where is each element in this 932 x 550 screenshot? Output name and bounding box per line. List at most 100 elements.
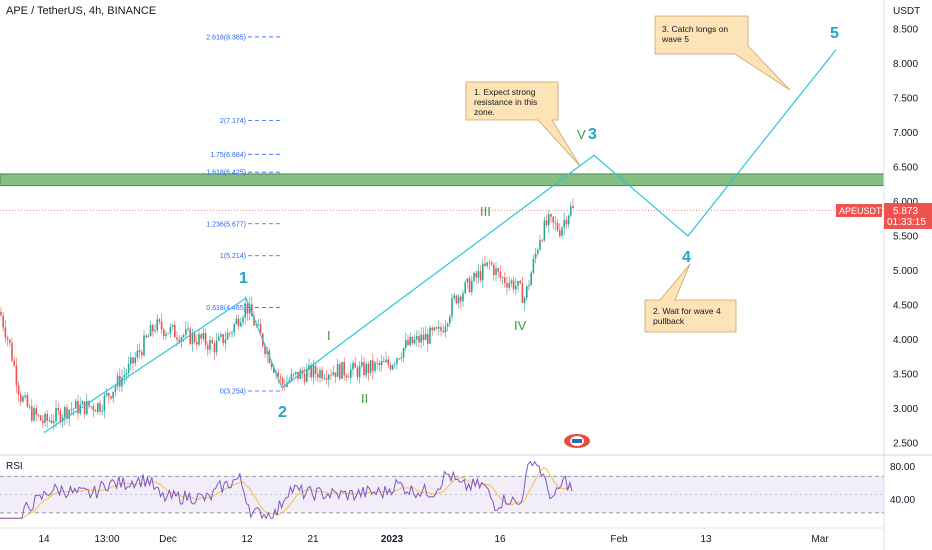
time-tick-label: 2023 — [381, 534, 404, 545]
candle-body — [202, 333, 205, 339]
rsi-tick-40: 40.00 — [890, 495, 915, 506]
price-badge: APEUSDT 5.873 01:33:15 — [836, 203, 932, 229]
candle-body — [0, 311, 2, 316]
candle-body — [255, 324, 257, 326]
candle-body — [72, 408, 75, 410]
candle-body — [81, 401, 84, 405]
candle-body — [323, 378, 326, 380]
time-tick-label: Feb — [610, 534, 628, 545]
price-tick-label: 6.000 — [893, 197, 918, 208]
callout-wave4[interactable]: 2. Wait for wave 4 pullback — [644, 263, 737, 333]
fib-label: 0(3.254) — [220, 388, 246, 395]
candle-body — [440, 327, 442, 331]
candle-body — [358, 366, 361, 377]
candle-body — [226, 332, 229, 340]
candle-body — [288, 380, 290, 383]
callout-wave5-line2: wave 5 — [661, 34, 689, 44]
candle-body — [270, 363, 273, 368]
candle-body — [105, 392, 108, 396]
candle-body — [141, 352, 143, 356]
candle-body — [343, 361, 345, 376]
candle-body — [310, 364, 312, 378]
candle-body — [545, 220, 548, 226]
elliott-projection-line[interactable] — [281, 49, 837, 389]
candle-body — [550, 214, 552, 217]
price-tick-label: 8.000 — [893, 59, 918, 70]
candle-body — [110, 396, 112, 399]
candle-body — [119, 375, 121, 387]
candle-body — [213, 343, 216, 353]
callout-resistance-line2: resistance in this — [474, 97, 537, 107]
candle-body — [446, 323, 449, 327]
callout-wave5[interactable]: 3. Catch longs on wave 5 — [654, 15, 791, 91]
candle-body — [512, 280, 515, 290]
candle-body — [273, 367, 275, 373]
candle-body — [493, 264, 495, 276]
candle-body — [53, 421, 55, 423]
candle-body — [473, 272, 475, 282]
fib-label: 1.75(6.684) — [210, 152, 246, 159]
candle-body — [193, 333, 196, 342]
time-tick-label: 16 — [494, 534, 506, 545]
candle-body — [6, 337, 9, 340]
candle-body — [191, 333, 194, 344]
time-tick-label: 12 — [241, 534, 253, 545]
candle-body — [319, 370, 321, 378]
candle-body — [369, 360, 372, 373]
wave-label-1: 1 — [239, 270, 248, 287]
candle-body — [413, 339, 416, 344]
candle-body — [442, 330, 444, 333]
candle-body — [345, 375, 348, 378]
price-tick-label: 3.000 — [893, 404, 918, 415]
candle-body — [418, 335, 420, 343]
candle-body — [497, 268, 499, 272]
price-tick-label: 7.000 — [893, 128, 918, 139]
candle-body — [114, 386, 117, 392]
candle-body — [567, 215, 570, 225]
fib-label: 1.618(6.425) — [206, 170, 246, 177]
candle-body — [169, 326, 172, 334]
candle-body — [281, 377, 284, 385]
candle-body — [488, 262, 491, 263]
candle-body — [187, 328, 189, 330]
candle-body — [13, 360, 15, 366]
candle-body — [376, 362, 378, 364]
candle-body — [462, 293, 464, 302]
candle-body — [103, 395, 106, 411]
candle-body — [372, 360, 374, 371]
candle-body — [165, 333, 167, 336]
candle-body — [90, 406, 92, 408]
candle-body — [59, 410, 62, 422]
candle-body — [541, 240, 543, 241]
wave-label-2: 2 — [278, 404, 287, 421]
price-axis-unit: USDT — [893, 6, 920, 17]
candle-body — [9, 339, 11, 343]
earnings-flag-icon[interactable] — [564, 434, 590, 448]
candle-body — [317, 373, 319, 378]
candle-body — [515, 285, 517, 290]
candle-body — [83, 401, 86, 415]
candle-body — [457, 296, 460, 304]
candle-body — [482, 263, 484, 281]
candle-body — [125, 373, 128, 376]
candle-body — [361, 362, 363, 367]
candle-body — [552, 216, 554, 223]
price-tick-label: 8.500 — [893, 25, 918, 36]
candle-body — [528, 285, 530, 287]
candle-body — [77, 400, 79, 414]
candle-body — [136, 350, 139, 358]
candle-body — [354, 362, 356, 368]
candle-body — [455, 295, 458, 304]
candle-body — [244, 303, 246, 318]
candle-body — [108, 392, 110, 397]
candle-body — [94, 410, 97, 412]
wave-label-III: III — [480, 204, 491, 219]
candle-body — [321, 370, 323, 379]
callout-resistance[interactable]: 1. Expect strong resistance in this zone… — [465, 81, 581, 167]
candle-body — [312, 365, 315, 378]
candle-body — [471, 281, 473, 293]
candle-body — [222, 334, 224, 344]
price-axis-ticks: 8.500 8.000 7.500 7.000 6.500 6.000 5.500 5.000… — [893, 25, 918, 450]
candle-body — [325, 378, 328, 380]
